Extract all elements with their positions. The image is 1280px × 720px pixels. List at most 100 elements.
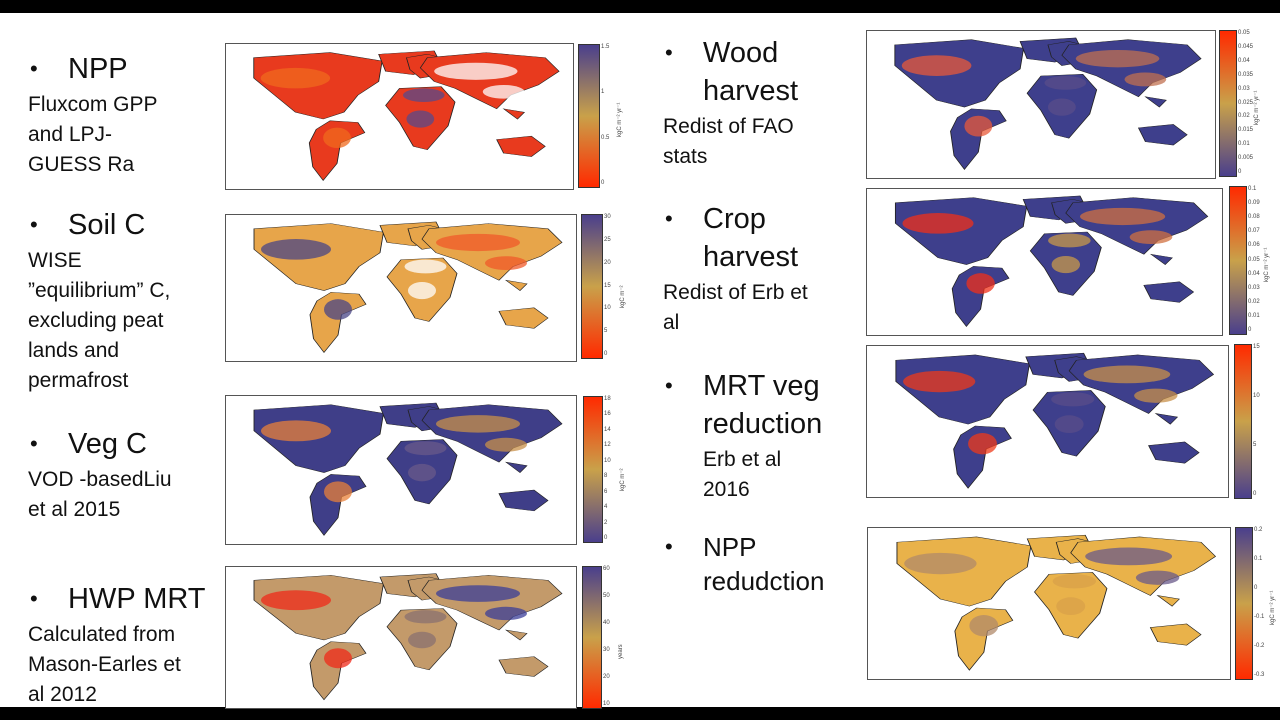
value-patch — [404, 441, 447, 456]
value-patch — [434, 62, 518, 80]
wood-colorbar — [1219, 30, 1237, 177]
crop-colorbar — [1229, 186, 1247, 335]
continent-shape — [504, 279, 528, 292]
value-patch — [1134, 388, 1178, 403]
continent-shape — [498, 307, 549, 329]
colorbar-tick-label: 1.5 — [601, 44, 610, 50]
soilc-colorbar-ticks: 30 25 20 15 10 5 0 — [604, 214, 626, 357]
item-heading: Wood — [703, 37, 779, 69]
value-patch — [324, 648, 352, 669]
value-patch — [482, 84, 525, 99]
colorbar-tick-label: 0.5 — [601, 134, 610, 141]
continent-shape — [308, 120, 366, 182]
colorbar-tick-label: 60 — [603, 566, 610, 572]
item-description-line: Erb et al — [703, 448, 782, 471]
colorbar-tick-label: 0.02 — [1238, 113, 1250, 120]
value-patch — [902, 213, 974, 234]
value-patch — [1044, 75, 1087, 90]
continent-shape — [1154, 413, 1179, 425]
npp-colorbar — [578, 44, 600, 188]
soilc-colorbar — [581, 214, 603, 359]
item-description-line: VOD -basedLiu — [28, 468, 172, 491]
colorbar-tick-label: 0.005 — [1238, 155, 1254, 162]
value-patch — [903, 370, 976, 393]
colorbar-tick-label: 0 — [1254, 585, 1258, 591]
colorbar-tick-label: 18 — [604, 396, 611, 402]
vegc-colorbar — [583, 396, 603, 543]
value-patch — [1135, 570, 1180, 585]
vegc-colorbar-ticks: 18 16 14 12 10 8 6 4 2 0 — [604, 396, 626, 541]
colorbar-tick-label: 2 — [604, 519, 608, 526]
item-heading-cont: reduction — [703, 408, 823, 440]
colorbar-tick-label: 0.03 — [1248, 284, 1260, 291]
colorbar-tick-label: -0.2 — [1254, 643, 1265, 649]
bottom-black-bar — [0, 707, 1280, 720]
nppred-colorbar-ticks: 0.2 0.1 0 -0.1 -0.2 -0.3 — [1254, 527, 1276, 678]
colorbar-tick-label: 0.01 — [1248, 312, 1260, 319]
colorbar-tick-label: 0 — [604, 535, 608, 541]
value-patch — [408, 463, 436, 482]
colorbar-tick-label: 0.04 — [1248, 270, 1260, 277]
item-heading-cont: harvest — [703, 241, 799, 273]
colorbar-tick-label: 8 — [604, 473, 608, 480]
colorbar-tick-label: 1 — [601, 89, 605, 96]
continent-shape — [1144, 96, 1167, 108]
crop-colorbar-unit: kgC m⁻² yr⁻¹ — [1264, 247, 1270, 282]
item-heading: NPP — [703, 532, 757, 562]
item-heading-cont: harvest — [703, 75, 799, 107]
bullet: • — [30, 56, 38, 81]
continent-shape — [496, 135, 546, 157]
value-patch — [1054, 415, 1084, 434]
value-patch — [485, 437, 527, 452]
item-description-line: stats — [663, 145, 708, 168]
item-description-line: al 2012 — [28, 683, 97, 706]
colorbar-tick-label: -0.3 — [1254, 672, 1265, 678]
value-patch — [1075, 50, 1160, 68]
continent-shape — [1143, 281, 1195, 303]
colorbar-tick-label: 0 — [1253, 491, 1257, 497]
colorbar-tick-label: 5 — [604, 328, 608, 335]
item-hwp-mrt: • HWP MRT Calculated from Mason-Earles et… — [28, 580, 206, 710]
colorbar-tick-label: 0.035 — [1238, 71, 1254, 78]
bullet: • — [665, 373, 673, 398]
colorbar-tick-label: 0.045 — [1238, 43, 1254, 50]
item-description-line: Mason-Earles et — [28, 653, 181, 676]
value-patch — [324, 481, 352, 503]
value-patch — [323, 127, 351, 149]
nppred-colorbar-unit: kgC m⁻² yr⁻¹ — [1270, 590, 1276, 625]
continent-shape — [498, 489, 549, 512]
value-patch — [1051, 392, 1095, 407]
crop-colorbar-ticks: 0.1 0.09 0.08 0.07 0.06 0.05 0.04 0.03 0.02 0.01 0 — [1248, 186, 1270, 333]
item-heading: Soil C — [68, 209, 146, 241]
vegc-colorbar-unit: kgC m⁻² — [620, 468, 626, 491]
nppred-colorbar — [1235, 527, 1253, 680]
colorbar-tick-label: 10 — [604, 457, 611, 464]
colorbar-tick-label: 0.09 — [1248, 200, 1260, 207]
item-wood-harvest: • Wood harvest Redist of FAO stats — [663, 34, 799, 172]
item-heading: HWP MRT — [68, 583, 206, 615]
item-npp-reduction: • NPP redudction — [665, 530, 824, 598]
colorbar-tick-label: 0.07 — [1248, 228, 1260, 235]
colorbar-tick-label: 16 — [604, 411, 611, 418]
item-description-line: Redist of Erb et — [663, 281, 808, 304]
soilc-map — [225, 214, 577, 362]
value-patch — [966, 273, 995, 294]
bullet: • — [30, 586, 38, 611]
bullet: • — [665, 206, 673, 231]
value-patch — [404, 610, 447, 624]
mrt-colorbar-ticks: 15 10 5 0 — [1253, 344, 1275, 497]
colorbar-tick-label: 0.025 — [1238, 99, 1254, 106]
item-heading: Crop — [703, 203, 766, 235]
value-patch — [406, 110, 435, 128]
item-heading: NPP — [68, 53, 128, 85]
value-patch — [901, 55, 972, 76]
colorbar-tick-label: 6 — [604, 488, 608, 495]
continent-shape — [504, 461, 528, 474]
item-description-line: lands and — [28, 339, 120, 362]
value-patch — [904, 552, 977, 575]
item-description-line: Fluxcom GPP — [28, 93, 158, 116]
bullet: • — [30, 212, 38, 237]
value-patch — [404, 259, 447, 274]
bullet: • — [30, 431, 38, 456]
colorbar-tick-label: 0.015 — [1238, 127, 1254, 134]
